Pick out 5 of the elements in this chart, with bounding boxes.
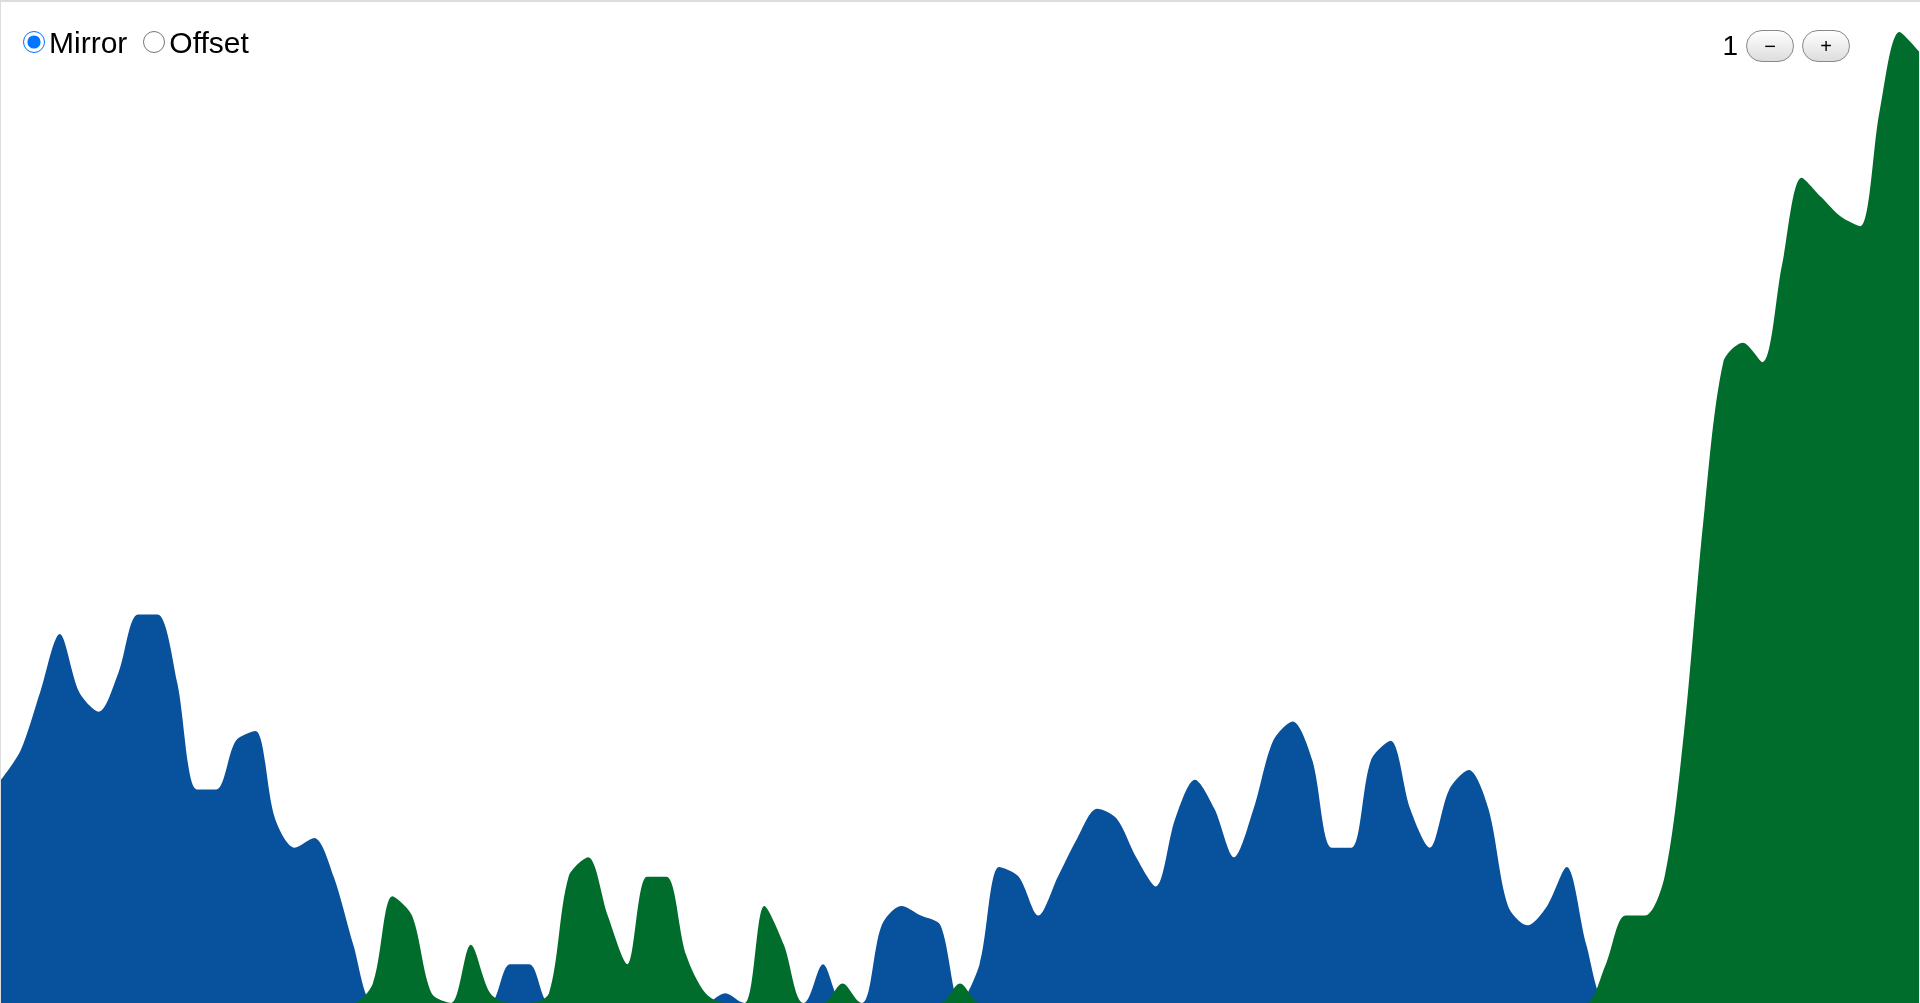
button: −: [1746, 30, 1794, 62]
button: +: [1802, 30, 1850, 62]
annotation: Mirror: [48, 26, 128, 60]
annotation: Offset: [168, 26, 249, 60]
annotation: 1: [1722, 30, 1738, 62]
